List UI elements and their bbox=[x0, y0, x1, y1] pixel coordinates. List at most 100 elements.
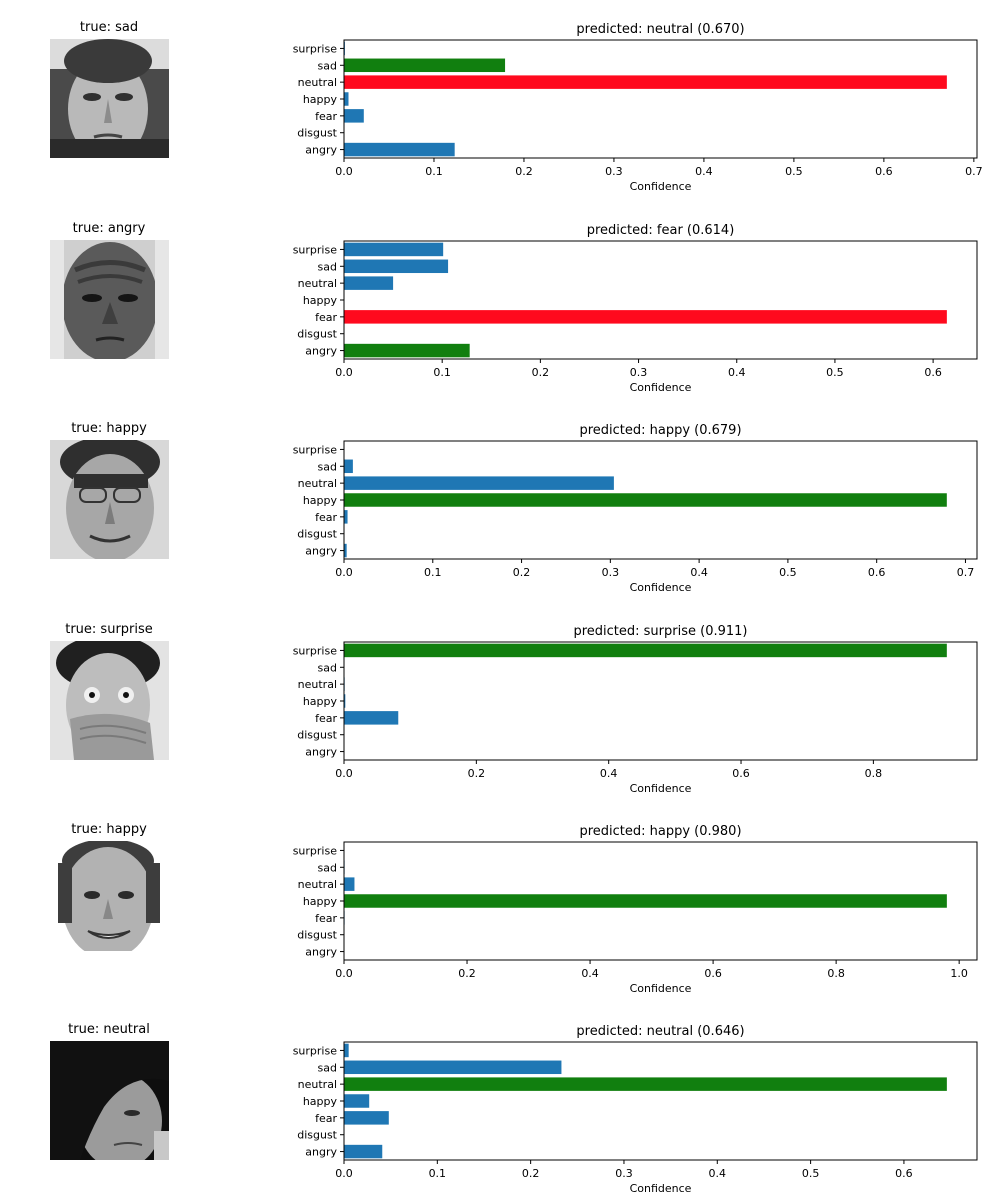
bar-chart-3: predicted: happy (0.679) angry disgust fear… bbox=[293, 423, 978, 594]
x-tick-label: 0.4 bbox=[600, 767, 618, 780]
x-tick-label: 0.6 bbox=[895, 1167, 913, 1180]
x-axis-label: Confidence bbox=[630, 180, 692, 193]
bar-neutral bbox=[344, 75, 947, 89]
y-tick-label-fear: fear bbox=[315, 712, 337, 725]
y-tick-label-happy: happy bbox=[303, 695, 338, 708]
x-tick-label: 0.6 bbox=[704, 967, 722, 980]
axes-frame bbox=[343, 841, 978, 961]
bar-chart-4: predicted: surprise (0.911) angry disgust f… bbox=[293, 624, 978, 795]
x-tick-label: 0.3 bbox=[605, 165, 623, 178]
y-tick-label-happy: happy bbox=[303, 1095, 338, 1108]
y-tick-label-happy: happy bbox=[303, 494, 338, 507]
y-tick-label-happy: happy bbox=[303, 895, 338, 908]
x-tick-label: 0.4 bbox=[695, 165, 713, 178]
bar-neutral bbox=[344, 476, 614, 490]
y-tick-label-angry: angry bbox=[305, 1146, 337, 1159]
y-tick-label-angry: angry bbox=[305, 746, 337, 759]
sample-row-2: true: angry predicted: fear (0.614) angry… bbox=[0, 201, 992, 401]
y-tick-label-happy: happy bbox=[303, 294, 338, 307]
sample-row-5: true: happy predicted: happy (0.980) angr… bbox=[0, 802, 992, 1002]
y-tick-label-fear: fear bbox=[315, 1112, 337, 1125]
y-tick-label-surprise: surprise bbox=[293, 644, 338, 657]
true-label-4: true: surprise bbox=[65, 622, 153, 637]
axes-frame bbox=[343, 39, 978, 159]
x-tick-label: 0.0 bbox=[335, 165, 353, 178]
x-tick-label: 0.2 bbox=[458, 967, 476, 980]
x-tick-label: 0.8 bbox=[827, 967, 845, 980]
x-tick-label: 0.7 bbox=[965, 165, 983, 178]
y-tick-label-disgust: disgust bbox=[297, 929, 337, 942]
axes-frame bbox=[343, 240, 978, 360]
y-tick-label-disgust: disgust bbox=[297, 1129, 337, 1142]
x-tick-label: 0.3 bbox=[615, 1167, 633, 1180]
x-tick-label: 0.1 bbox=[429, 1167, 447, 1180]
bar-neutral bbox=[344, 877, 355, 891]
x-tick-label: 0.6 bbox=[732, 767, 750, 780]
x-tick-label: 0.5 bbox=[802, 1167, 820, 1180]
x-tick-label: 0.4 bbox=[581, 967, 599, 980]
bar-fear bbox=[344, 310, 947, 324]
x-tick-label: 0.8 bbox=[865, 767, 883, 780]
bar-happy bbox=[344, 493, 947, 507]
y-tick-label-fear: fear bbox=[315, 511, 337, 524]
bar-happy bbox=[344, 1094, 370, 1108]
x-tick-label: 0.6 bbox=[924, 366, 942, 379]
y-tick-label-surprise: surprise bbox=[293, 1044, 338, 1057]
x-tick-label: 0.0 bbox=[335, 767, 353, 780]
face-image-1 bbox=[50, 39, 169, 158]
sample-row-6: true: neutral predicted: neutral (0.646)… bbox=[0, 1002, 992, 1202]
bar-chart-2: predicted: fear (0.614) angry disgust fear h… bbox=[293, 223, 978, 394]
chart-title: predicted: happy (0.679) bbox=[579, 423, 741, 438]
x-tick-label: 0.2 bbox=[468, 767, 486, 780]
bar-angry bbox=[344, 142, 455, 157]
bar-fear bbox=[344, 109, 364, 123]
y-tick-label-neutral: neutral bbox=[298, 878, 337, 891]
sample-row-3: true: happy predicted: happy (0.679) angr… bbox=[0, 401, 992, 601]
bar-sad bbox=[344, 1060, 562, 1075]
x-tick-label: 0.1 bbox=[433, 366, 451, 379]
y-tick-label-surprise: surprise bbox=[293, 844, 338, 857]
bar-fear bbox=[344, 711, 399, 725]
x-tick-label: 0.0 bbox=[335, 1167, 353, 1180]
y-tick-label-disgust: disgust bbox=[297, 127, 337, 140]
y-tick-label-surprise: surprise bbox=[293, 243, 338, 256]
true-label-2: true: angry bbox=[72, 221, 146, 236]
bar-surprise bbox=[344, 643, 947, 658]
bar-chart-5: predicted: happy (0.980) angry disgust fear… bbox=[293, 824, 978, 995]
y-tick-label-surprise: surprise bbox=[293, 443, 338, 456]
x-tick-label: 0.0 bbox=[335, 967, 353, 980]
x-tick-label: 0.4 bbox=[690, 566, 708, 579]
bar-surprise bbox=[344, 1043, 349, 1058]
x-tick-label: 0.5 bbox=[785, 165, 803, 178]
face-image-2 bbox=[50, 240, 169, 359]
x-tick-label: 0.6 bbox=[875, 165, 893, 178]
y-tick-label-sad: sad bbox=[318, 59, 337, 72]
chart-title: predicted: fear (0.614) bbox=[587, 223, 735, 238]
true-label-1: true: sad bbox=[79, 20, 139, 35]
bar-sad bbox=[344, 58, 506, 73]
x-tick-label: 0.3 bbox=[630, 366, 648, 379]
chart-title: predicted: surprise (0.911) bbox=[573, 624, 747, 639]
y-tick-label-disgust: disgust bbox=[297, 328, 337, 341]
y-tick-label-angry: angry bbox=[305, 545, 337, 558]
x-tick-label: 0.0 bbox=[335, 566, 353, 579]
x-axis-label: Confidence bbox=[630, 982, 692, 995]
axes-frame bbox=[343, 440, 978, 560]
x-tick-label: 0.1 bbox=[425, 165, 443, 178]
y-tick-label-neutral: neutral bbox=[298, 277, 337, 290]
y-tick-label-fear: fear bbox=[315, 311, 337, 324]
bar-surprise bbox=[344, 242, 444, 257]
y-tick-label-neutral: neutral bbox=[298, 678, 337, 691]
bar-chart-6: predicted: neutral (0.646) angry disgust fe… bbox=[293, 1024, 978, 1195]
bar-neutral bbox=[344, 1077, 947, 1091]
x-tick-label: 1.0 bbox=[950, 967, 968, 980]
bar-angry bbox=[344, 1144, 383, 1159]
chart-title: predicted: neutral (0.670) bbox=[576, 22, 744, 37]
y-tick-label-sad: sad bbox=[318, 1061, 337, 1074]
bar-happy bbox=[344, 894, 947, 908]
x-tick-label: 0.3 bbox=[602, 566, 620, 579]
y-tick-label-disgust: disgust bbox=[297, 729, 337, 742]
x-tick-label: 0.2 bbox=[515, 165, 533, 178]
y-tick-label-disgust: disgust bbox=[297, 528, 337, 541]
face-image-5 bbox=[50, 841, 169, 960]
